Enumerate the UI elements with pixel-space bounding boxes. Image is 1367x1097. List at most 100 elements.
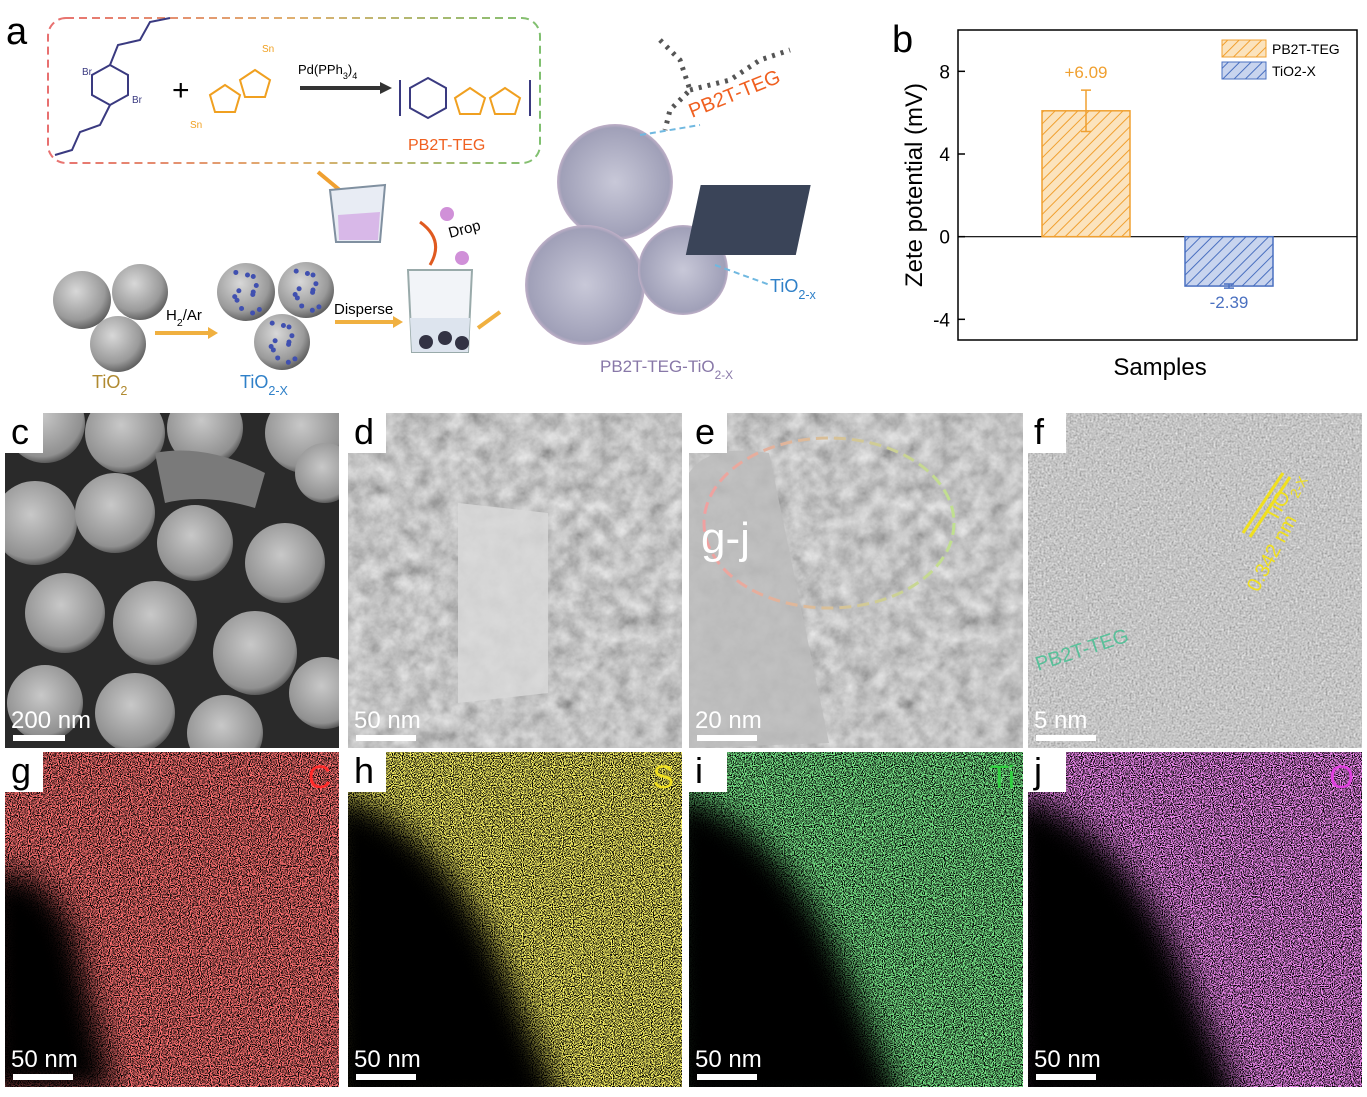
defect <box>236 288 242 294</box>
scale-label: 5 nm <box>1034 707 1087 734</box>
defect <box>293 268 299 274</box>
crystal: TiO2-x <box>770 276 817 302</box>
arrow <box>419 220 438 266</box>
value-label: +6.09 <box>1064 63 1107 82</box>
sphere <box>95 673 175 748</box>
error-bar <box>1081 89 1091 133</box>
label-box <box>5 413 43 453</box>
element-label: S <box>653 759 674 795</box>
defect <box>309 307 315 313</box>
crystal <box>685 185 811 255</box>
defect <box>275 355 281 361</box>
legend-label: PB2T-TEG <box>1272 41 1340 57</box>
void <box>689 797 899 1087</box>
molecule <box>658 38 791 131</box>
void <box>5 870 114 1087</box>
defect <box>313 281 319 287</box>
crystal-part: 2-x <box>798 288 816 302</box>
micrograph: Oj 50 nm <box>1028 750 1362 1087</box>
crystal-part: TiO <box>770 276 798 296</box>
sphere <box>90 316 146 372</box>
panel-label: c <box>11 411 29 452</box>
particle <box>438 331 452 345</box>
void <box>1028 797 1238 1087</box>
sphere <box>113 581 197 665</box>
label-box <box>348 413 386 453</box>
micrograph: c 200 nm <box>5 411 339 748</box>
legend-swatch <box>1221 61 1267 80</box>
tio2-part: 2 <box>120 384 127 398</box>
plus: + <box>172 74 190 107</box>
panel-label: j <box>1033 750 1042 791</box>
defect <box>256 306 262 312</box>
defect <box>299 303 305 309</box>
micrograph: Cg 50 nm <box>5 750 339 1087</box>
sphere <box>112 264 168 320</box>
sphere <box>157 505 233 581</box>
defect <box>250 310 256 316</box>
arrowhead <box>393 316 403 328</box>
defect <box>285 359 291 365</box>
sphere <box>245 523 325 603</box>
droplet <box>455 251 469 265</box>
arrow <box>476 310 502 330</box>
label-box <box>689 413 727 453</box>
panel-label: h <box>354 750 374 791</box>
catalyst: Pd(PPh3)4 <box>298 62 357 81</box>
label-box <box>348 752 386 792</box>
sphere <box>217 263 275 321</box>
defect <box>253 282 259 288</box>
tio2x-part: TiO <box>240 372 268 392</box>
label-box <box>1028 752 1066 792</box>
catalyst-part: Pd(PPh <box>298 62 343 77</box>
element-label: Ti <box>990 759 1015 795</box>
droplet <box>440 207 454 221</box>
catalyst-part: 3 <box>343 71 348 81</box>
atom: Br <box>132 95 143 106</box>
scale-label: 50 nm <box>354 707 421 734</box>
legend-swatch <box>1221 39 1267 58</box>
defect <box>296 286 302 292</box>
defect <box>310 272 316 278</box>
atom: Sn <box>262 44 274 55</box>
bar <box>1184 235 1274 287</box>
sphere <box>213 611 297 695</box>
scale-label: 50 nm <box>1034 1046 1101 1073</box>
benzene <box>409 76 447 120</box>
defect <box>232 294 238 300</box>
molecule-chain <box>658 38 693 131</box>
defect <box>269 320 275 326</box>
lattice-lines <box>1241 472 1292 538</box>
sphere <box>295 443 339 503</box>
thiophene <box>488 86 522 115</box>
light-region <box>689 450 829 748</box>
reduce-part: /Ar <box>183 307 202 324</box>
y-tick-label: 0 <box>939 228 950 249</box>
tio2: TiO2 <box>92 372 127 398</box>
defect <box>244 272 250 278</box>
sphere <box>187 695 263 748</box>
label-box <box>689 752 727 792</box>
composite-part: 2-X <box>715 368 734 382</box>
label-box <box>5 752 43 792</box>
defect <box>286 324 292 330</box>
composite-sphere <box>557 124 673 240</box>
sphere <box>289 657 339 729</box>
atom: Br <box>82 67 93 78</box>
error-bar <box>1224 283 1234 289</box>
panel-label: g <box>11 750 31 791</box>
reaction-box <box>47 17 541 164</box>
particle <box>419 335 433 349</box>
defect <box>280 323 286 329</box>
scheme <box>47 17 811 353</box>
scale-label: 20 nm <box>695 707 762 734</box>
composite-sphere <box>525 225 645 345</box>
bridge <box>155 450 265 508</box>
particle <box>455 336 469 350</box>
callout <box>639 124 701 136</box>
arrowhead <box>208 327 218 339</box>
region-label: g-j <box>701 514 750 563</box>
